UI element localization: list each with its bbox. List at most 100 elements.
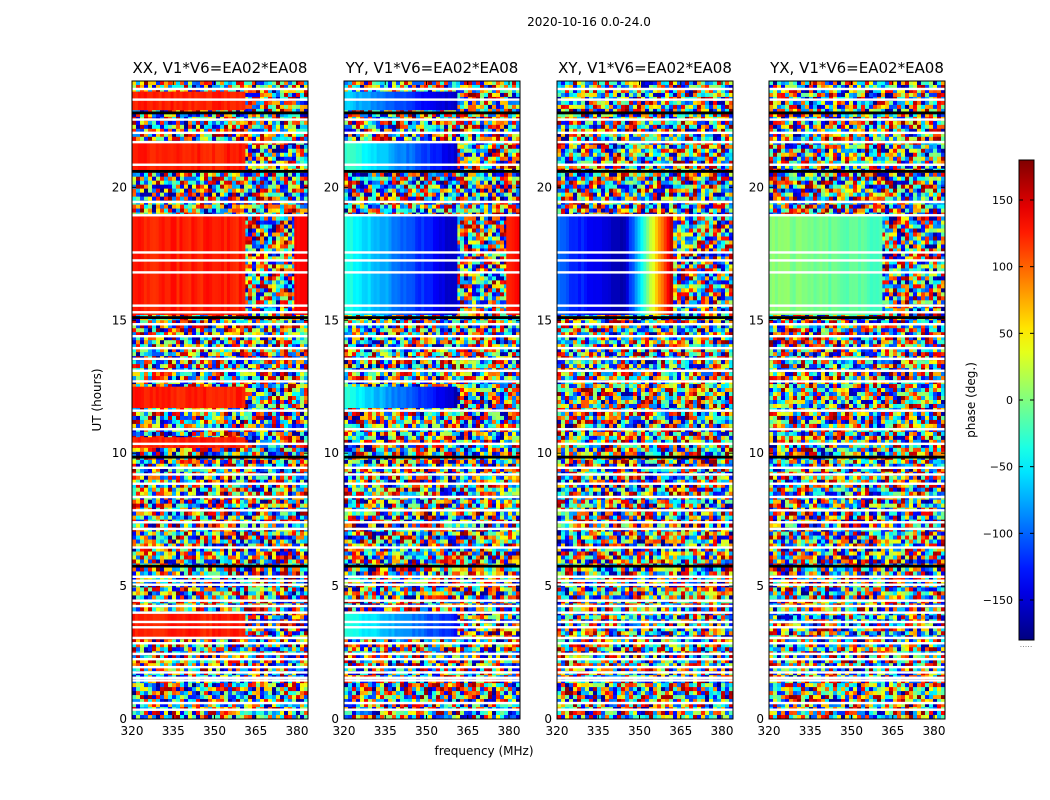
flagged-row <box>132 304 308 307</box>
flagged-row <box>344 575 520 578</box>
y-tick-label: 0 <box>119 712 127 726</box>
flagged-row <box>132 657 308 661</box>
flagged-row <box>557 604 733 608</box>
flagged-row <box>132 679 308 682</box>
flagged-row <box>557 701 733 705</box>
y-tick-label: 15 <box>112 313 127 327</box>
flagged-row <box>132 583 308 586</box>
flagged-row <box>344 708 520 711</box>
flagged-row <box>769 583 945 586</box>
flagged-row <box>344 509 520 512</box>
flagged-row <box>769 546 945 549</box>
flagged-row <box>344 380 520 383</box>
flagged-row <box>769 442 945 446</box>
panel-title: XY, V1*V6=EA02*EA08 <box>558 59 732 77</box>
x-tick-label: 335 <box>374 724 397 738</box>
flagged-row <box>769 679 945 682</box>
flagged-row <box>344 442 520 446</box>
x-tick-label: 365 <box>669 724 692 738</box>
black-row <box>769 316 945 319</box>
flagged-row <box>769 620 945 624</box>
y-tick-label: 10 <box>112 446 127 460</box>
flagged-row <box>132 346 308 350</box>
flagged-row <box>132 676 308 679</box>
flagged-row <box>769 671 945 674</box>
black-row <box>557 169 733 173</box>
flagged-row <box>769 579 945 582</box>
flagged-row <box>769 626 945 629</box>
y-tick-label: 15 <box>324 313 339 327</box>
flagged-row <box>557 118 733 121</box>
flagged-row <box>344 701 520 705</box>
flagged-row <box>132 369 308 372</box>
flagged-row <box>769 118 945 121</box>
flagged-row <box>132 118 308 121</box>
flagged-row <box>557 708 733 711</box>
flagged-row <box>769 708 945 711</box>
panel-2: XY, V1*V6=EA02*EA08 320 335 350 365 380 0 5 10 15… <box>537 59 734 738</box>
flagged-row <box>132 87 308 91</box>
flagged-row <box>132 579 308 582</box>
flagged-row <box>344 473 520 476</box>
x-tick-label: 320 <box>121 724 144 738</box>
x-tick-label: 335 <box>587 724 610 738</box>
flagged-row <box>769 599 945 602</box>
flagged-row <box>344 599 520 602</box>
flagged-row <box>344 98 520 101</box>
flagged-row <box>132 482 308 485</box>
flagged-row <box>344 251 520 254</box>
flagged-row <box>132 665 308 669</box>
flagged-row <box>769 214 945 217</box>
flagged-row <box>557 251 733 254</box>
flagged-row <box>557 626 733 629</box>
flagged-row <box>132 509 308 512</box>
black-row <box>769 564 945 568</box>
black-row <box>344 455 520 459</box>
flagged-row <box>344 259 520 262</box>
flagged-row <box>132 620 308 624</box>
flagged-row <box>344 357 520 360</box>
flagged-row <box>132 335 308 338</box>
flagged-row <box>769 466 945 469</box>
flagged-row <box>557 482 733 485</box>
y-tick-label: 5 <box>119 579 127 593</box>
y-tick-label: 5 <box>331 579 339 593</box>
flagged-row <box>769 495 945 499</box>
flagged-row <box>132 323 308 326</box>
flagged-row <box>344 495 520 499</box>
flagged-row <box>557 304 733 307</box>
x-tick-label: 350 <box>203 724 226 738</box>
y-tick-label: 20 <box>112 180 127 194</box>
flagged-row <box>344 579 520 582</box>
x-tick-label: 320 <box>758 724 781 738</box>
flagged-row <box>769 652 945 656</box>
y-tick-label: 10 <box>324 446 339 460</box>
flagged-row <box>344 546 520 549</box>
flagged-row <box>132 466 308 469</box>
black-row <box>344 169 520 173</box>
flagged-row <box>344 583 520 586</box>
panel-title: XX, V1*V6=EA02*EA08 <box>133 59 308 77</box>
flagged-row <box>557 579 733 582</box>
flagged-row <box>132 380 308 383</box>
flagged-row <box>557 466 733 469</box>
flagged-row <box>769 380 945 383</box>
phase-image <box>769 81 945 719</box>
flagged-row <box>557 620 733 624</box>
figure-suptitle: 2020-10-16 0.0-24.0 <box>527 15 651 29</box>
colorbar-tick-label: 50 <box>999 327 1013 340</box>
flagged-row <box>132 652 308 656</box>
flagged-row <box>344 676 520 679</box>
flagged-row <box>344 652 520 656</box>
flagged-row <box>344 163 520 166</box>
flagged-row <box>557 428 733 431</box>
flagged-row <box>769 369 945 372</box>
flagged-row <box>557 200 733 204</box>
black-row <box>557 111 733 115</box>
flagged-row <box>769 335 945 338</box>
phase-image <box>557 81 733 719</box>
flagged-row <box>557 357 733 360</box>
flagged-row <box>557 509 733 512</box>
flagged-row <box>132 140 308 144</box>
flagged-row <box>344 140 520 144</box>
